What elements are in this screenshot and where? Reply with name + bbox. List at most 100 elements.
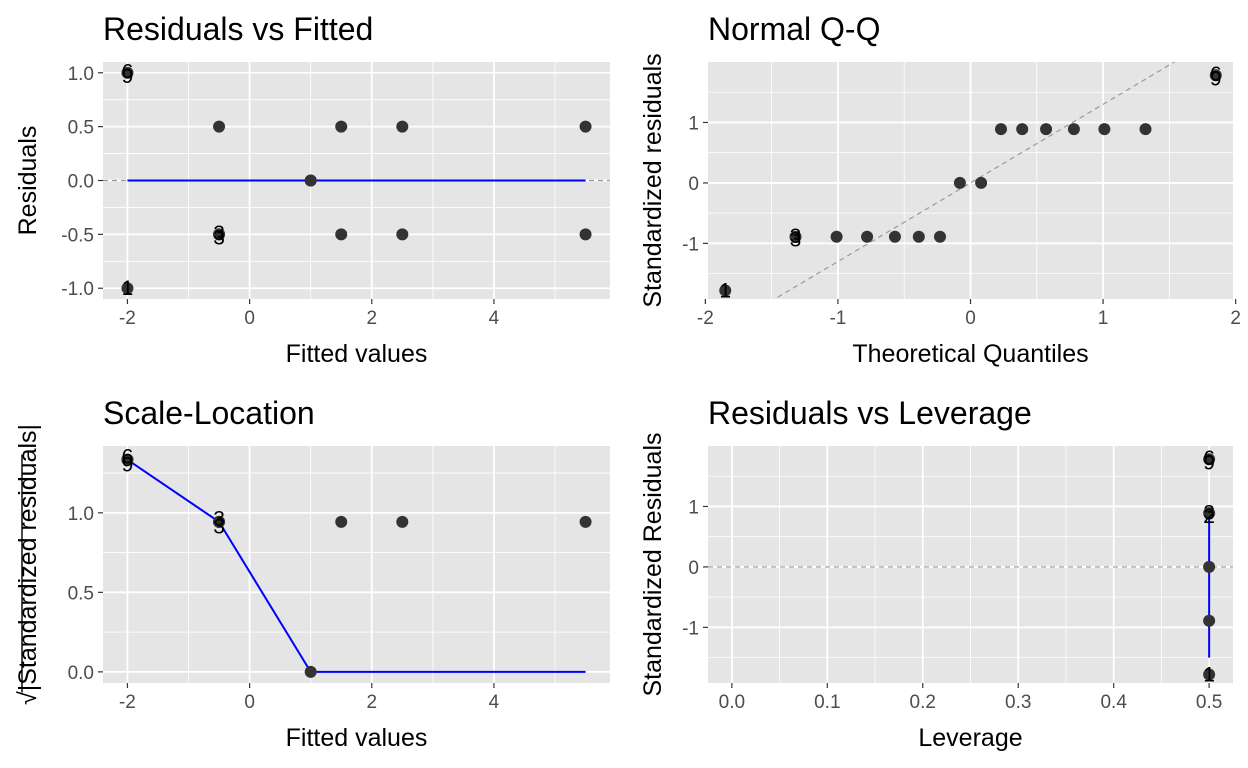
y-axis-label-text: Standardized residuals: [14, 430, 42, 684]
x-tick-label: 0.2: [910, 692, 936, 713]
y-axis-label: √|Standardized residuals|: [14, 424, 42, 705]
x-tick-label: -2: [119, 692, 136, 713]
x-tick-label: 4: [489, 308, 500, 329]
reference-line: [773, 62, 1176, 299]
data-point: [1203, 453, 1216, 466]
data-point: [1203, 614, 1216, 627]
data-point: [934, 230, 947, 243]
point-label: 3: [213, 227, 225, 250]
x-tick-label: 0: [965, 308, 976, 329]
point-label: 9: [1210, 68, 1222, 91]
x-axis-label: Fitted values: [286, 340, 428, 368]
panel-background: [103, 446, 610, 683]
data-point: [335, 515, 348, 528]
x-tick-label: 0.0: [719, 692, 745, 713]
point-label: 1: [122, 277, 134, 300]
x-tick-label: 0: [244, 692, 255, 713]
data-point: [121, 282, 134, 295]
normal-qq-plot: -2 -1 0 1 2 -1 0 1 1 33 69 Normal Q-Q Theoretical Qu…: [639, 11, 1241, 368]
data-point: [1203, 668, 1216, 681]
x-tick-label: -2: [697, 308, 714, 329]
y-tick-label: -0.5: [61, 225, 94, 246]
y-axis-label-text: Residuals: [14, 126, 42, 236]
data-point: [121, 66, 134, 79]
y-tick-label: 0.0: [68, 663, 94, 684]
y-tick-label: 0.5: [68, 118, 94, 139]
data-point: [1016, 123, 1029, 136]
smooth-line: [126, 458, 586, 673]
data-point: [213, 228, 226, 241]
point-label: 3: [213, 508, 225, 531]
x-tick-label: -1: [829, 308, 846, 329]
data-point: [789, 230, 802, 243]
data-layer: [719, 62, 1222, 299]
data-point: [1040, 123, 1053, 136]
data-point: [304, 665, 317, 678]
point-label: 3: [213, 222, 225, 245]
y-tick-label: -1: [682, 234, 699, 255]
point-label: 1: [1203, 663, 1215, 686]
data-point: [213, 120, 226, 133]
data-layer: [121, 453, 592, 678]
data-point: [396, 515, 409, 528]
x-tick-label: 0.1: [814, 692, 840, 713]
data-point: [396, 120, 409, 133]
data-point: [1098, 123, 1111, 136]
plot-title: Residuals vs Leverage: [708, 395, 1032, 431]
point-label: 6: [1203, 447, 1215, 470]
data-point: [1203, 560, 1216, 573]
plot-title: Normal Q-Q: [708, 11, 880, 47]
plot-title: Scale-Location: [103, 395, 315, 431]
point-label: 3: [790, 225, 802, 248]
data-point: [1139, 123, 1152, 136]
x-axis-label: Leverage: [918, 724, 1022, 752]
data-point: [975, 176, 988, 189]
y-axis-label-text: Standardized Residuals: [639, 432, 667, 696]
point-label: 3: [213, 516, 225, 539]
x-tick-label: 2: [366, 308, 377, 329]
data-point: [121, 453, 134, 466]
residuals-vs-fitted-plot: -2 0 2 4 -1.0 -0.5 0.0 0.5 1.0 69 1 33 Residuals vs …: [14, 11, 610, 368]
y-tick-label: -1.0: [61, 279, 94, 300]
point-label: 9: [1203, 452, 1215, 475]
x-tick-label: 2: [366, 692, 377, 713]
abs-bar: |: [14, 424, 42, 431]
point-label: 9: [122, 65, 134, 88]
x-axis-label: Theoretical Quantiles: [852, 340, 1088, 368]
scale-location-plot: -2 0 2 4 0.0 0.5 1.0 69 33 Scale-Location Fitted v…: [14, 395, 610, 752]
y-axis-label-text: Standardized residuals: [639, 53, 667, 307]
point-label: 3: [790, 229, 802, 252]
y-tick-label: 0.5: [68, 583, 94, 604]
y-tick-label: -1: [682, 618, 699, 639]
data-point: [396, 228, 409, 241]
data-point: [912, 230, 925, 243]
data-layer: [708, 453, 1233, 681]
data-point: [1209, 69, 1222, 82]
point-label: 2: [1203, 505, 1215, 528]
data-point: [335, 120, 348, 133]
plot-title: Residuals vs Fitted: [103, 11, 373, 47]
y-tick-label: 1: [688, 113, 699, 134]
sqrt-symbol: √|: [14, 685, 42, 705]
y-tick-label: 1: [688, 497, 699, 518]
x-tick-label: -2: [119, 308, 136, 329]
data-point: [953, 176, 966, 189]
x-tick-label: 0.3: [1005, 692, 1031, 713]
point-label: 6: [122, 61, 134, 84]
data-point: [994, 123, 1007, 136]
data-point: [304, 174, 317, 187]
data-point: [861, 230, 874, 243]
x-tick-label: 0.5: [1196, 692, 1222, 713]
point-label: 3: [1203, 501, 1215, 524]
x-axis-label: Fitted values: [286, 724, 428, 752]
x-tick-label: 1: [1098, 308, 1109, 329]
point-label: 6: [122, 446, 134, 469]
data-point: [719, 284, 732, 297]
x-tick-label: 0: [244, 308, 255, 329]
x-tick-label: 0.4: [1100, 692, 1127, 713]
data-point: [1067, 123, 1080, 136]
data-point: [830, 230, 843, 243]
point-label: 9: [122, 453, 134, 476]
y-axis-label: Standardized Residuals: [639, 432, 667, 696]
